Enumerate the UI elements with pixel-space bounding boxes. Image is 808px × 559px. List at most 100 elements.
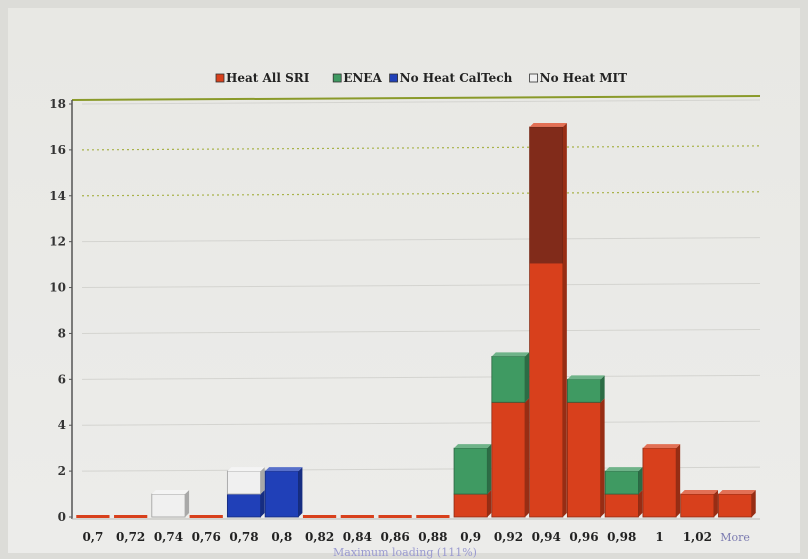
x-tick-label: 0,7 bbox=[82, 530, 103, 544]
x-tick-label: 0,72 bbox=[116, 530, 145, 544]
bar-stack bbox=[680, 490, 718, 518]
legend-label: No Heat CalTech bbox=[400, 71, 513, 85]
bar-stack bbox=[604, 467, 643, 518]
bar-zero-floor bbox=[114, 515, 148, 518]
bar-stack bbox=[416, 515, 450, 518]
y-tick-label: 16 bbox=[49, 143, 66, 157]
gridline bbox=[81, 420, 761, 426]
bar-segment bbox=[604, 470, 639, 495]
gridline bbox=[81, 145, 761, 151]
x-axis-label: Maximum loading (111%) bbox=[333, 546, 477, 559]
bar-side bbox=[525, 398, 530, 517]
bar-top bbox=[491, 352, 530, 357]
plot-top-border bbox=[71, 95, 761, 101]
x-tick-label: 0,9 bbox=[460, 530, 481, 544]
bar-segment bbox=[226, 493, 262, 518]
bar-zero-floor bbox=[416, 515, 450, 518]
bar-top bbox=[529, 122, 567, 127]
bar-segment bbox=[566, 378, 602, 403]
x-tick-label: 0,94 bbox=[532, 530, 561, 544]
bar-zero-floor bbox=[302, 515, 337, 518]
legend-label: Heat All SRI bbox=[226, 71, 310, 85]
bar-zero-floor bbox=[76, 515, 110, 518]
y-tick-label: 6 bbox=[58, 372, 66, 386]
bar-shade bbox=[529, 126, 563, 264]
bar-side bbox=[638, 490, 643, 517]
legend-label: No Heat MIT bbox=[540, 71, 628, 85]
gridline bbox=[81, 191, 761, 197]
bar-stack bbox=[264, 467, 303, 518]
x-tick-label: 0,88 bbox=[418, 530, 447, 544]
bar-segment bbox=[453, 493, 488, 518]
gridline bbox=[81, 99, 761, 105]
gridline bbox=[81, 328, 761, 334]
bar-segment bbox=[226, 470, 262, 495]
bar-top bbox=[265, 467, 303, 472]
bar-stack bbox=[718, 490, 756, 518]
bar-stack bbox=[189, 515, 223, 518]
bar-top bbox=[454, 444, 492, 449]
bar-side bbox=[562, 122, 567, 517]
bar-top bbox=[605, 467, 643, 472]
legend-swatch bbox=[332, 73, 342, 83]
bar-segment bbox=[453, 447, 488, 495]
bar-top bbox=[227, 467, 265, 472]
x-tick-label: 0,86 bbox=[380, 530, 409, 544]
bar-side bbox=[525, 352, 530, 403]
bar-side bbox=[600, 398, 605, 517]
bar-side bbox=[260, 467, 265, 495]
gridline bbox=[81, 283, 761, 289]
bar-stack bbox=[302, 515, 337, 518]
bar-segment bbox=[604, 493, 639, 518]
bar-segment bbox=[264, 470, 299, 518]
bar-side bbox=[487, 490, 492, 517]
bar-side bbox=[260, 490, 265, 517]
bar-stack bbox=[114, 515, 148, 518]
legend-swatch bbox=[529, 73, 538, 83]
bar-stack bbox=[340, 515, 374, 518]
legend-swatch bbox=[215, 73, 225, 83]
bar-segment bbox=[566, 401, 602, 518]
bar-stack bbox=[151, 490, 190, 518]
bar-side bbox=[487, 444, 492, 495]
bar-stack bbox=[378, 515, 412, 518]
y-tick-label: 12 bbox=[49, 235, 66, 249]
x-tick-label: 0,74 bbox=[154, 530, 183, 544]
grid-layer bbox=[81, 99, 761, 472]
bar-side bbox=[298, 467, 303, 517]
bar-segment bbox=[491, 401, 526, 518]
y-tick-label: 14 bbox=[49, 189, 66, 203]
y-tick-label: 18 bbox=[49, 97, 66, 111]
x-tick-label: 0,82 bbox=[305, 530, 334, 544]
bar-top bbox=[642, 444, 681, 449]
gridline bbox=[81, 237, 761, 243]
bar-stack bbox=[491, 352, 530, 518]
bar-stack bbox=[529, 122, 567, 518]
bar-segment bbox=[680, 493, 715, 518]
bar-layer bbox=[76, 122, 756, 518]
legend-label: ENEA bbox=[343, 71, 382, 85]
x-tick-label: 0,96 bbox=[569, 530, 598, 544]
x-tick-label: 0,78 bbox=[229, 530, 258, 544]
bar-top bbox=[718, 490, 756, 495]
x-tick-label: 0,98 bbox=[607, 530, 636, 544]
bar-side bbox=[676, 444, 681, 517]
bar-zero-floor bbox=[340, 515, 374, 518]
bar-top bbox=[567, 375, 605, 380]
bar-segment bbox=[642, 447, 677, 518]
bar-top bbox=[151, 490, 190, 495]
bar-segment bbox=[718, 493, 753, 518]
bar-side bbox=[185, 490, 190, 517]
x-tick-label: 1 bbox=[655, 530, 663, 544]
y-tick-label: 4 bbox=[58, 418, 66, 432]
bar-stack bbox=[76, 515, 110, 518]
y-tick-label: 8 bbox=[58, 326, 66, 340]
bar-stack bbox=[226, 467, 265, 518]
bar-side bbox=[713, 490, 718, 517]
x-tick-label: More bbox=[720, 531, 750, 544]
y-tick-label: 0 bbox=[58, 510, 66, 524]
y-tick-label: 10 bbox=[49, 281, 66, 295]
bar-side bbox=[600, 375, 605, 403]
